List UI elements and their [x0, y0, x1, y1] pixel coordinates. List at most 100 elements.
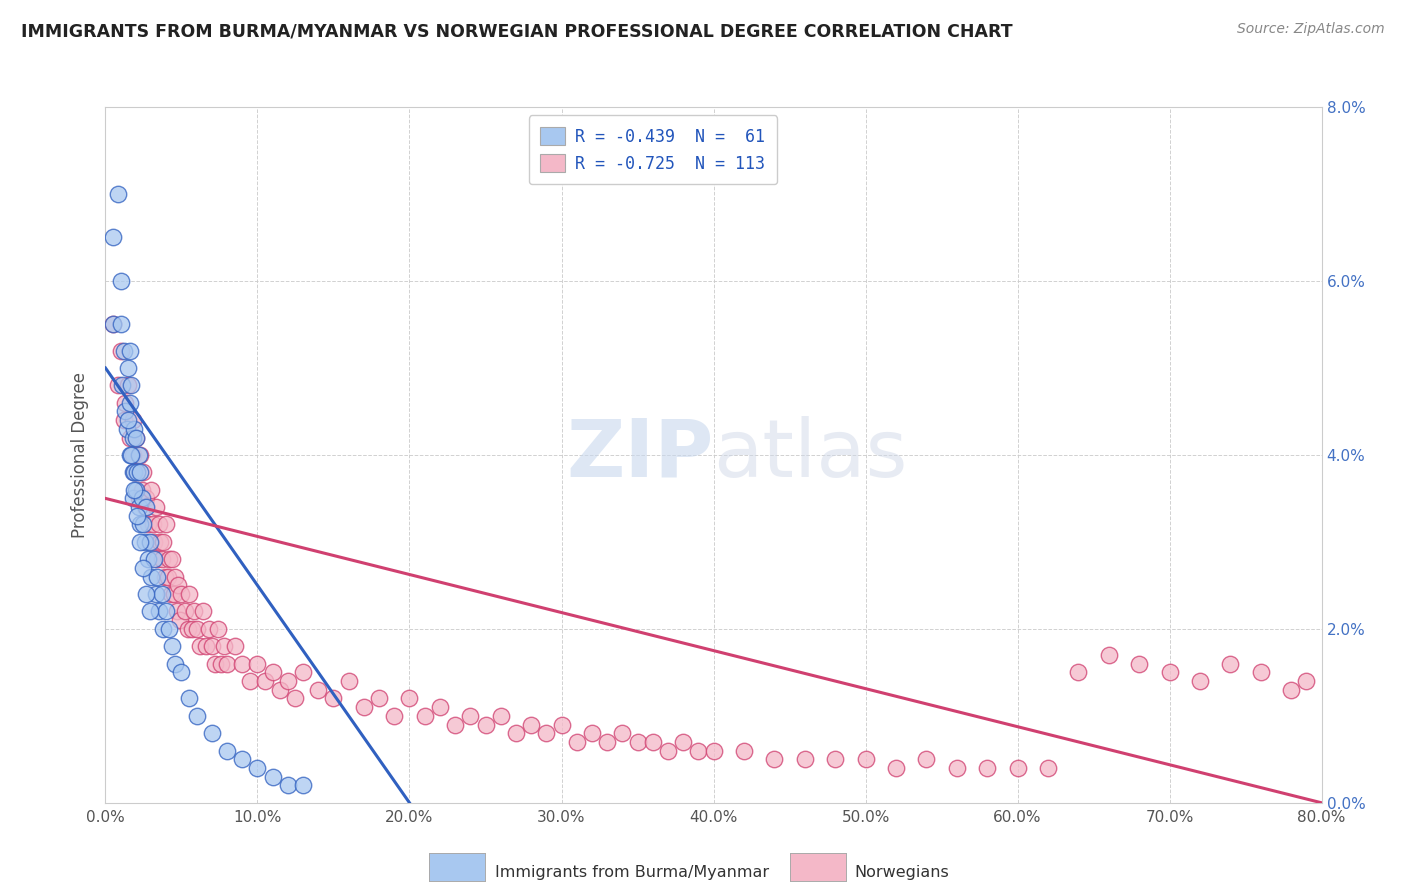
Point — [135, 491, 157, 506]
Point — [136, 517, 159, 532]
Point — [657, 744, 679, 758]
Point — [194, 639, 217, 653]
Point — [145, 500, 167, 514]
Point — [121, 431, 143, 445]
Point — [626, 735, 648, 749]
Point — [132, 517, 155, 532]
Point — [131, 483, 153, 497]
Point — [165, 570, 187, 584]
Point — [114, 404, 136, 418]
Point — [489, 708, 512, 723]
Point — [217, 657, 239, 671]
Point — [520, 717, 543, 731]
Point — [135, 500, 157, 514]
Point — [183, 605, 205, 619]
Point — [353, 700, 375, 714]
Point — [129, 466, 152, 480]
Point — [150, 552, 173, 566]
Point — [596, 735, 619, 749]
Point — [134, 500, 156, 514]
Point — [142, 517, 165, 532]
Point — [167, 578, 190, 592]
Point — [976, 761, 998, 775]
Point — [191, 605, 214, 619]
Point — [107, 186, 129, 201]
Point — [186, 622, 208, 636]
Point — [458, 708, 481, 723]
Point — [212, 639, 235, 653]
Point — [173, 605, 195, 619]
Point — [209, 657, 232, 671]
Point — [231, 657, 253, 671]
Point — [148, 605, 170, 619]
Point — [128, 500, 150, 514]
Point — [165, 657, 187, 671]
Point — [254, 674, 277, 689]
Point — [198, 622, 221, 636]
Point — [239, 674, 262, 689]
Point — [162, 639, 184, 653]
Point — [204, 657, 226, 671]
Point — [101, 318, 124, 332]
Point — [118, 431, 141, 445]
Point — [672, 735, 695, 749]
Point — [136, 552, 159, 566]
Point — [1188, 674, 1211, 689]
Point — [125, 431, 148, 445]
Point — [112, 413, 135, 427]
Point — [138, 605, 160, 619]
Point — [127, 466, 149, 480]
Point — [124, 466, 146, 480]
Point — [246, 657, 269, 671]
Point — [188, 639, 211, 653]
Point — [117, 360, 139, 375]
Point — [149, 535, 172, 549]
Point — [269, 682, 291, 697]
Point — [128, 491, 150, 506]
Point — [429, 700, 451, 714]
Point — [322, 691, 344, 706]
Point — [159, 587, 181, 601]
Point — [201, 639, 224, 653]
Point — [1007, 761, 1029, 775]
Point — [131, 491, 153, 506]
Point — [277, 778, 299, 792]
Point — [110, 318, 132, 332]
Text: Source: ZipAtlas.com: Source: ZipAtlas.com — [1237, 22, 1385, 37]
Point — [134, 535, 156, 549]
Point — [143, 535, 166, 549]
Point — [121, 413, 143, 427]
Point — [945, 761, 967, 775]
Point — [162, 552, 184, 566]
Point — [284, 691, 307, 706]
Point — [121, 491, 143, 506]
Point — [120, 448, 142, 462]
Point — [120, 378, 142, 392]
Point — [169, 613, 191, 627]
Text: Immigrants from Burma/Myanmar: Immigrants from Burma/Myanmar — [495, 865, 769, 880]
Point — [612, 726, 634, 740]
Point — [474, 717, 496, 731]
Point — [581, 726, 603, 740]
Point — [793, 752, 815, 766]
Point — [124, 422, 146, 436]
Point — [398, 691, 420, 706]
Point — [135, 587, 157, 601]
Point — [110, 343, 132, 358]
Point — [163, 587, 186, 601]
Point — [152, 622, 174, 636]
Point — [307, 682, 329, 697]
Point — [505, 726, 527, 740]
Point — [153, 570, 176, 584]
Point — [107, 378, 129, 392]
Point — [1098, 648, 1121, 662]
Point — [101, 318, 124, 332]
Point — [157, 622, 180, 636]
Point — [177, 587, 200, 601]
Point — [368, 691, 391, 706]
Point — [118, 343, 141, 358]
Point — [641, 735, 664, 749]
Point — [127, 466, 149, 480]
Point — [146, 552, 169, 566]
Point — [101, 230, 124, 244]
